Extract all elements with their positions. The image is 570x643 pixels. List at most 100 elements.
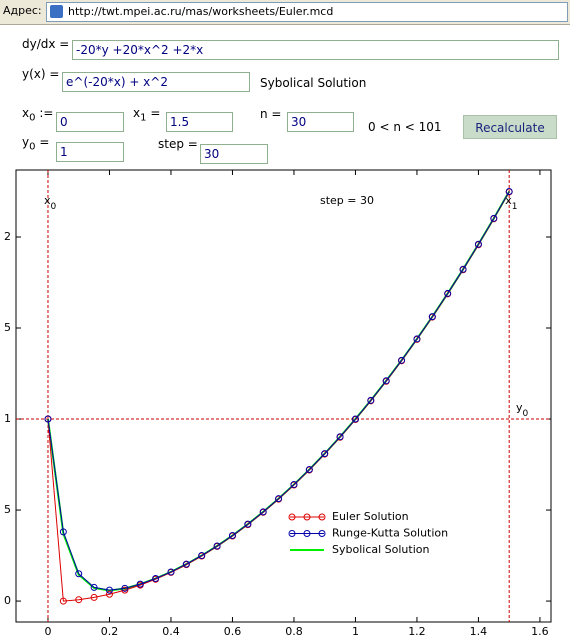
series-marker (505, 187, 513, 195)
step-input[interactable]: 30 (200, 144, 268, 164)
series-line (47, 191, 510, 602)
x-tick-label: 0.4 (162, 625, 180, 638)
y-tick-label: 5 (4, 321, 11, 334)
series-line (47, 191, 510, 591)
y-tick-label: 2 (4, 230, 11, 243)
series-marker (105, 586, 113, 594)
series-marker (59, 597, 67, 605)
ref-label-base: x (44, 194, 51, 207)
x-tick-label: 0 (44, 625, 51, 638)
dydx-input[interactable]: -20*y +20*x^2 +2*x (72, 40, 559, 60)
series-marker (428, 313, 436, 321)
n-input[interactable]: 30 (287, 112, 354, 132)
x0-label: x0 := (22, 106, 53, 123)
ref-label-sub: 1 (512, 202, 518, 212)
url-field[interactable]: http://twt.mpei.ac.ru/mas/worksheets/Eul… (46, 2, 568, 22)
label-base: x (133, 106, 141, 120)
dydx-label: dy/dx = (22, 37, 70, 51)
y-tick-label: 5 (4, 503, 11, 516)
ref-label-base: x (505, 194, 512, 207)
series-marker (75, 596, 83, 604)
step-label: step = (158, 137, 198, 151)
x0-input[interactable]: 0 (56, 112, 124, 132)
series-marker (105, 590, 113, 598)
y0-label: y0 = (22, 135, 49, 152)
x-tick-label: 1.6 (531, 625, 549, 638)
reference-label: x1 (505, 194, 517, 212)
x-tick-label: 0.2 (101, 625, 119, 638)
legend-marker (318, 530, 326, 537)
series-marker (413, 335, 421, 343)
ref-label-sub: 0 (523, 409, 529, 419)
series-marker (90, 593, 98, 601)
series-marker (459, 265, 467, 273)
label-op: := (39, 106, 54, 120)
series-marker (444, 289, 452, 297)
y-tick-label: 0 (4, 594, 11, 607)
yx-input[interactable]: e^(-20*x) + x^2 (62, 72, 250, 92)
series-marker (305, 466, 313, 474)
series-marker (213, 542, 221, 550)
url-text: http://twt.mpei.ac.ru/mas/worksheets/Eul… (68, 5, 334, 18)
series-marker (136, 580, 144, 588)
series-marker (121, 586, 129, 594)
x-tick-label: 1 (352, 625, 359, 638)
series-marker (351, 415, 359, 423)
label-base: y (22, 135, 30, 149)
label-sub: 0 (29, 141, 36, 153)
label-base: x (22, 106, 30, 120)
y-tick-label: 1 (4, 412, 11, 425)
x-tick-label: 0.6 (224, 625, 242, 638)
reference-label: y0 (516, 401, 529, 419)
series-marker (367, 396, 375, 404)
legend-label: Runge-Kutta Solution (332, 527, 448, 540)
x-tick-label: 1.4 (470, 625, 488, 638)
label-sub: 0 (29, 112, 36, 124)
series-marker (75, 570, 83, 578)
reference-label: x0 (44, 194, 57, 212)
ref-label-base: y (516, 401, 523, 414)
address-label: Адрес: (3, 4, 42, 17)
label-sub: 1 (140, 112, 147, 124)
recalculate-button[interactable]: Recalculate (463, 115, 557, 139)
plot-frame (15, 169, 552, 623)
n-note: 0 < n < 101 (368, 120, 442, 134)
page-icon (50, 5, 63, 18)
series-marker (90, 583, 98, 591)
series-marker (490, 214, 498, 222)
series-marker (59, 528, 67, 536)
legend-marker (318, 513, 326, 521)
series-marker (152, 574, 160, 582)
y0-input[interactable]: 1 (56, 142, 124, 162)
legend-marker (288, 530, 296, 537)
series-marker (228, 532, 236, 540)
series-marker (321, 450, 329, 458)
n-label: n = (260, 107, 282, 121)
legend-marker (303, 530, 311, 537)
legend-marker (288, 513, 296, 521)
x-tick-label: 0.8 (285, 625, 303, 638)
series-marker (182, 560, 190, 568)
series-marker (398, 356, 406, 364)
label-op: = (150, 106, 161, 120)
annotation: step = 30 (320, 194, 374, 207)
series-marker (167, 568, 175, 576)
address-bar: Адрес: http://twt.mpei.ac.ru/mas/workshe… (0, 0, 570, 25)
series-marker (336, 433, 344, 441)
series-marker (244, 520, 252, 528)
series-marker (259, 508, 267, 516)
x-tick-label: 1.2 (408, 625, 426, 638)
series-marker (44, 415, 52, 423)
series-marker (474, 240, 482, 248)
ref-label-sub: 0 (50, 202, 56, 212)
series-marker (275, 495, 283, 503)
series-marker (290, 481, 298, 489)
series-marker (121, 584, 129, 592)
x1-input[interactable]: 1.5 (166, 112, 233, 132)
yx-note: Sybolical Solution (260, 76, 367, 90)
yx-label: y(x) = (22, 67, 60, 81)
legend-label: Euler Solution (332, 510, 409, 523)
legend-label: Sybolical Solution (332, 543, 429, 556)
